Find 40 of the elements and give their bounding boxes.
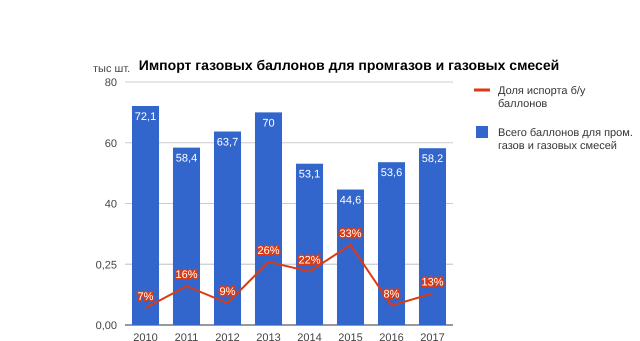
data-label: 33% [339,228,362,240]
y-tick-label: 60 [104,138,117,150]
data-label: 8% [384,288,400,301]
data-label: 63,7 [216,136,238,149]
chart-title: Импорт газовых баллонов для промгазов и газовых смесей [138,57,560,73]
bar [296,164,324,325]
data-label: 58,4 [176,152,198,165]
bar [214,132,242,325]
y-tick-label: 40 [104,198,117,210]
data-label: 70 [262,117,275,130]
x-tick-label: 2017 [420,332,445,341]
x-tick-label: 2011 [174,332,198,341]
data-label: 13% [421,276,444,288]
data-label: 26% [257,244,280,257]
data-label: 53,1 [298,168,320,181]
x-tick-label: 2016 [379,332,404,341]
data-label: 72,1 [134,110,156,123]
legend-label: Всего баллонов для пром. газов и газовых смесей [498,127,633,152]
y-tick-label: 80 [104,77,117,89]
bar [132,106,160,325]
bar [418,148,446,325]
x-tick-label: 2012 [215,332,240,341]
y2-tick-label: 0,25 [96,259,117,272]
bar [378,162,406,325]
legend-label: Доля испорта б/у баллонов [498,85,586,110]
y-axis-title: тыс шт. [93,63,130,75]
data-label: 7% [138,290,154,303]
x-tick-label: 2013 [256,332,281,341]
x-tick-label: 2010 [133,332,158,341]
data-label: 9% [220,286,236,298]
data-label: 16% [175,269,198,282]
bar [254,112,282,325]
data-label: 58,2 [422,153,444,166]
x-tick-label: 2015 [338,332,363,341]
x-tick-label: 2014 [297,332,322,341]
data-label: 53,6 [380,167,402,180]
bar [172,148,200,325]
y2-tick-label: 0,00 [96,320,117,332]
data-label: 22% [298,254,321,267]
data-label: 44,6 [340,194,362,207]
